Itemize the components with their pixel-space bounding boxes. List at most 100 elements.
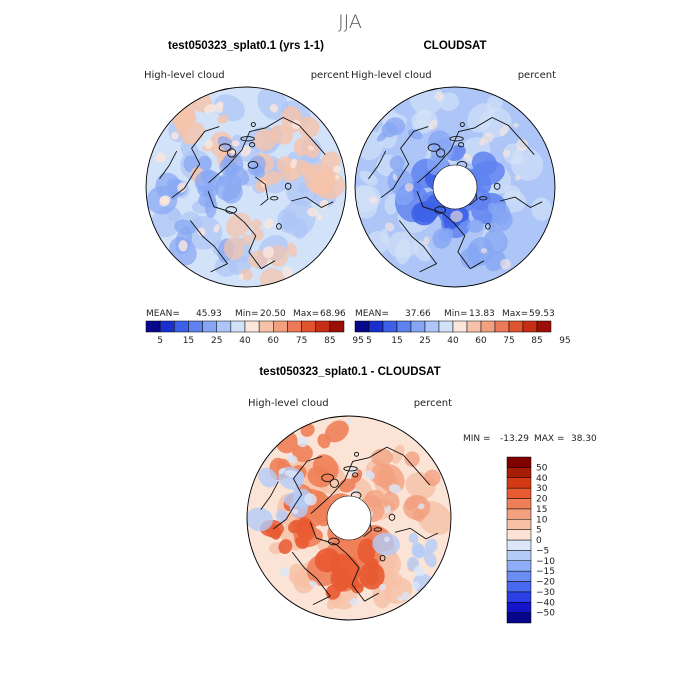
- stat-mean-value: 45.93: [196, 309, 222, 319]
- colorbar-swatch: [216, 320, 232, 333]
- colorbar-swatch: [506, 498, 532, 510]
- colorbar-swatch: [506, 591, 532, 603]
- colorbar-swatch: [396, 320, 412, 333]
- stats-obs: MEAN= 37.66 Min= 13.83 Max= 59.53: [355, 309, 555, 319]
- colorbar-tick-label: 40: [536, 474, 548, 484]
- stat-max-value: 38.30: [571, 434, 597, 444]
- colorbar-swatch: [159, 320, 175, 333]
- colorbar-tick-label: 5: [157, 336, 163, 346]
- panel-diff-title: test050323_splat0.1 - CLOUDSAT: [259, 366, 440, 378]
- colorbar-swatch: [506, 539, 532, 551]
- colorbar-tick-label: 25: [211, 336, 222, 346]
- colorbar-swatch: [188, 320, 203, 333]
- colorbar-swatch: [506, 467, 532, 478]
- colorbar-tick-label: 5: [366, 336, 372, 346]
- panel-obs-variable: High-level cloud: [351, 70, 432, 81]
- map-field-diff: [247, 416, 451, 620]
- colorbar-obs: 5 15 25 40 60 75 85 95: [354, 320, 571, 346]
- colorbar-tick-label: 60: [475, 336, 487, 346]
- stat-mean-label: MEAN=: [146, 309, 180, 319]
- colorbar-tick-label: 85: [324, 336, 335, 346]
- coastline-diff: [260, 446, 439, 606]
- colorbar-swatch: [301, 320, 316, 333]
- colorbar-tick-label: 0: [536, 536, 542, 546]
- colorbar-tick-label: −30: [536, 588, 555, 598]
- stat-max-label: Max=: [502, 309, 528, 319]
- colorbar-swatch: [536, 320, 552, 333]
- colorbar-tick-label: 40: [239, 336, 251, 346]
- colorbar-swatch: [230, 320, 246, 333]
- colorbar-swatch: [287, 320, 302, 333]
- colorbar-swatch: [438, 320, 454, 333]
- map-boundary-diff: [246, 415, 452, 621]
- colorbar-swatch: [368, 320, 384, 333]
- colorbar-swatch: [506, 550, 532, 561]
- stat-min-label: Min=: [235, 309, 259, 319]
- colorbar-swatch: [202, 320, 217, 333]
- stats-model: MEAN= 45.93 Min= 20.50 Max= 68.96: [146, 309, 346, 319]
- stat-max-value: 59.53: [529, 309, 555, 319]
- colorbar-swatch: [174, 320, 189, 333]
- panel-model-units: percent: [311, 70, 349, 81]
- stat-max-label: MAX =: [534, 434, 565, 444]
- polar-gap-diff: [326, 495, 372, 541]
- colorbar-swatch: [522, 320, 538, 333]
- colorbar-tick-label: −40: [536, 598, 555, 608]
- colorbar-swatch: [145, 320, 161, 333]
- map-boundary-obs: [354, 86, 556, 288]
- stat-min-label: Min=: [444, 309, 468, 319]
- colorbar-tick-label: −50: [536, 609, 555, 619]
- colorbar-tick-label: 60: [268, 336, 280, 346]
- coastline-obs: [368, 116, 543, 273]
- colorbar-swatch: [506, 487, 532, 499]
- figure-title: JJA: [338, 11, 362, 33]
- colorbar-tick-label: 5: [536, 526, 542, 536]
- panel-model-title: test050323_splat0.1 (yrs 1-1): [168, 40, 324, 52]
- colorbar-tick-label: 75: [296, 336, 307, 346]
- colorbar-swatch: [452, 320, 468, 333]
- stat-mean-value: 37.66: [405, 309, 431, 319]
- colorbar-tick-label: 50: [536, 463, 548, 473]
- colorbar-tick-label: 25: [419, 336, 430, 346]
- colorbar-tick-label: 10: [536, 515, 548, 525]
- colorbar-tick-label: 85: [531, 336, 542, 346]
- colorbar-tick-label: −5: [536, 546, 549, 556]
- colorbar-tick-label: 20: [536, 495, 548, 505]
- map-field-model: [146, 87, 346, 287]
- stat-min-label: MIN =: [463, 434, 491, 444]
- colorbar-tick-label: −10: [536, 557, 555, 567]
- colorbar-swatch: [506, 570, 532, 582]
- panel-obs-units: percent: [518, 70, 556, 81]
- stat-min-value: 20.50: [260, 309, 286, 319]
- colorbar-swatch: [466, 320, 482, 333]
- colorbar-swatch: [506, 529, 532, 541]
- colorbar-tick-label: 15: [391, 336, 402, 346]
- colorbar-swatch: [506, 519, 532, 530]
- stat-max-label: Max=: [293, 309, 319, 319]
- stat-min-value: -13.29: [500, 434, 529, 444]
- panel-model: test050323_splat0.1 (yrs 1-1) High-level…: [144, 40, 364, 346]
- colorbar-swatch: [329, 320, 345, 333]
- panel-diff-variable: High-level cloud: [248, 398, 329, 409]
- colorbar-swatch: [258, 320, 274, 333]
- colorbar-swatch: [410, 320, 426, 333]
- colorbar-tick-label: −20: [536, 578, 555, 588]
- colorbar-swatch: [506, 456, 532, 468]
- colorbar-tick-label: 75: [503, 336, 514, 346]
- stat-min-value: 13.83: [469, 309, 495, 319]
- colorbar-tick-label: 40: [447, 336, 459, 346]
- colorbar-swatch: [506, 602, 532, 613]
- colorbar-swatch: [508, 320, 524, 333]
- colorbar-swatch: [506, 581, 532, 593]
- colorbar-swatch: [506, 477, 532, 489]
- coastline-model: [159, 116, 334, 273]
- colorbar-tick-label: 15: [536, 505, 547, 515]
- stat-mean-label: MEAN=: [355, 309, 389, 319]
- colorbar-tick-label: 15: [183, 336, 194, 346]
- map-boundary-model: [145, 86, 347, 288]
- colorbar-swatch: [315, 320, 331, 333]
- panel-model-variable: High-level cloud: [144, 70, 225, 81]
- colorbar-swatch: [382, 320, 398, 333]
- colorbar-swatch: [424, 320, 440, 333]
